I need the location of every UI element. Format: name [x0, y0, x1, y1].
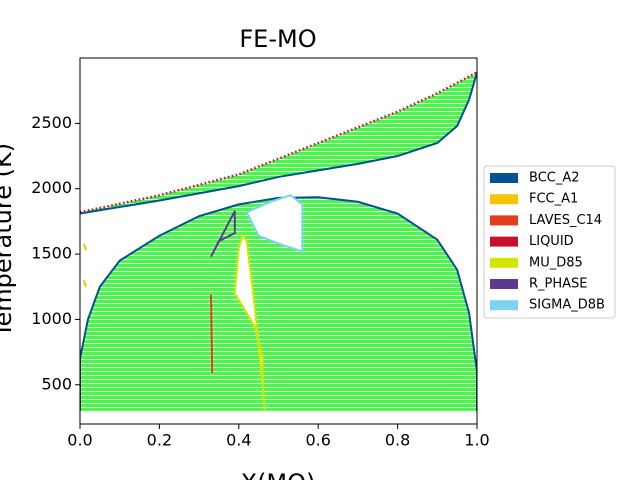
phase-boundary — [210, 210, 236, 258]
legend-label: FCC_A1 — [529, 192, 578, 207]
legend-swatch — [490, 257, 518, 268]
y-tick-label: 2000 — [31, 178, 72, 197]
phase-boundary — [233, 233, 264, 385]
y-tick-label: 1000 — [31, 309, 72, 328]
x-tick-label: 1.0 — [464, 431, 489, 450]
x-axis-label: X(MO) — [241, 469, 316, 480]
legend-label: LAVES_C14 — [529, 213, 602, 228]
y-axis-label: Temperature (K) — [0, 143, 17, 338]
phase-boundary — [80, 71, 477, 214]
phase-boundary — [261, 384, 266, 412]
two-phase-region — [80, 197, 477, 411]
two-phase-region — [80, 72, 477, 214]
x-tick-label: 0.2 — [147, 431, 172, 450]
legend-swatch — [490, 279, 518, 289]
y-tick-label: 1500 — [31, 244, 72, 263]
legend-swatch — [490, 215, 518, 226]
legend-label: LIQUID — [529, 234, 574, 249]
axes-frame — [79, 57, 478, 425]
x-tick-label: 0.0 — [67, 431, 92, 450]
legend-swatch — [490, 300, 518, 311]
legend-label: SIGMA_D8B — [529, 298, 605, 313]
x-tick-label: 0.4 — [226, 431, 251, 450]
phase-boundary — [80, 196, 477, 411]
legend-label: MU_D85 — [529, 255, 583, 270]
x-tick-label: 0.8 — [385, 431, 410, 450]
legend-swatch — [490, 173, 518, 183]
phase-boundary — [245, 194, 304, 253]
plot-area — [80, 71, 477, 412]
legend-label: BCC_A2 — [529, 171, 580, 186]
phase-boundary — [83, 243, 87, 251]
legend-label: R_PHASE — [529, 277, 588, 292]
chart-title: FE-MO — [239, 25, 316, 53]
y-tick-label: 500 — [41, 374, 72, 393]
phase-boundary — [80, 72, 477, 215]
phase-boundary — [83, 279, 87, 288]
legend-swatch — [490, 194, 518, 205]
phase-boundary — [210, 294, 214, 374]
y-tick-label: 2500 — [31, 113, 72, 132]
legend-swatch — [490, 236, 518, 247]
x-tick-label: 0.6 — [305, 431, 330, 450]
